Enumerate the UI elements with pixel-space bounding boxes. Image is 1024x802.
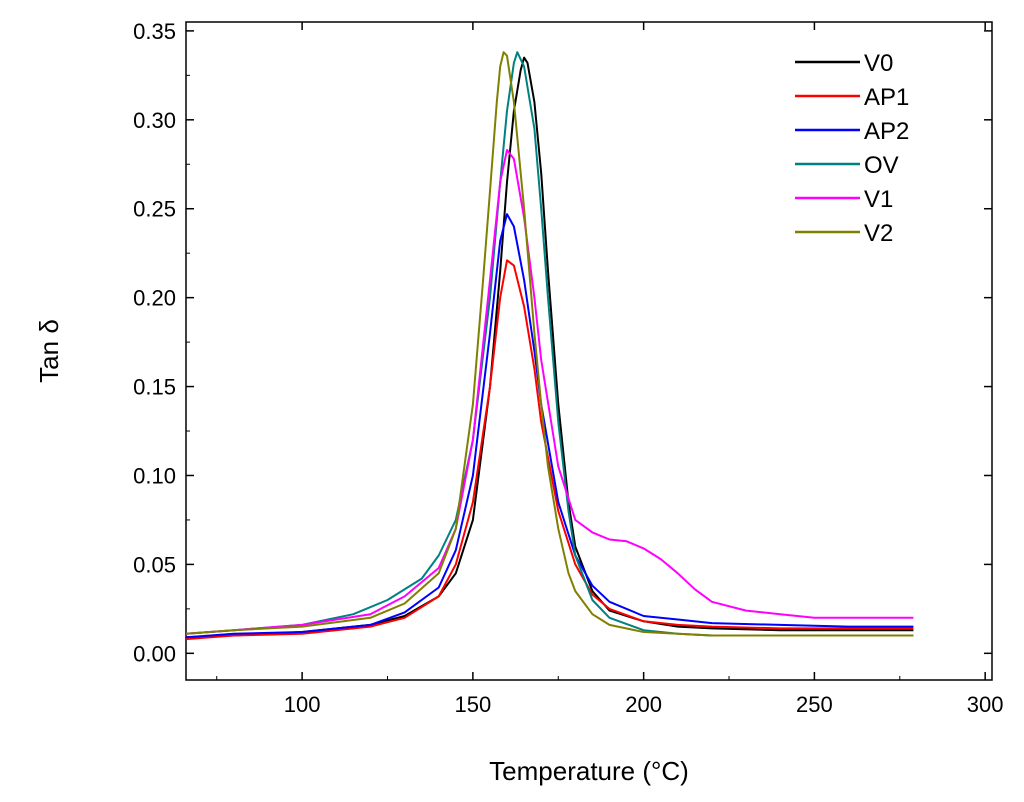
y-tick-label: 0.20 xyxy=(133,286,176,311)
x-tick-label: 300 xyxy=(967,692,1004,717)
series-line-ap2 xyxy=(185,213,914,639)
y-tick-label: 0.25 xyxy=(133,197,176,222)
y-tick-label: 0.05 xyxy=(133,552,176,577)
series-line-ap1 xyxy=(185,259,914,641)
legend-label-ap1: AP1 xyxy=(864,84,909,111)
legend-label-ap2: AP2 xyxy=(864,118,909,145)
y-tick-label: 0.15 xyxy=(133,375,176,400)
y-axis-title: Tan δ xyxy=(34,319,64,383)
x-tick-label: 250 xyxy=(796,692,833,717)
series-line-v0 xyxy=(185,56,914,639)
plot-frame xyxy=(185,21,993,681)
x-axis: 100 150 200 250 300 xyxy=(216,22,1004,717)
x-tick-label: 100 xyxy=(284,692,321,717)
series-line-v2 xyxy=(185,51,914,637)
y-tick-label: 0.30 xyxy=(133,108,176,133)
legend-label-v0: V0 xyxy=(864,50,893,77)
legend-label-v2: V2 xyxy=(864,220,893,247)
legend: V0 AP1 AP2 OV V1 V2 xyxy=(795,50,909,247)
y-tick-label: 0.35 xyxy=(133,19,176,44)
x-axis-title: Temperature (°C) xyxy=(489,756,689,786)
y-tick-label: 0.00 xyxy=(133,641,176,666)
x-tick-label: 150 xyxy=(455,692,492,717)
series-layer xyxy=(185,51,914,641)
legend-label-v1: V1 xyxy=(864,186,893,213)
series-line-v1 xyxy=(185,149,914,635)
x-tick-label: 200 xyxy=(625,692,662,717)
legend-label-ov: OV xyxy=(864,152,899,179)
series-line-ov xyxy=(185,51,914,637)
y-tick-label: 0.10 xyxy=(133,463,176,488)
y-axis: 0.00 0.05 0.10 0.15 0.20 0.25 0.30 0.35 xyxy=(133,19,992,666)
